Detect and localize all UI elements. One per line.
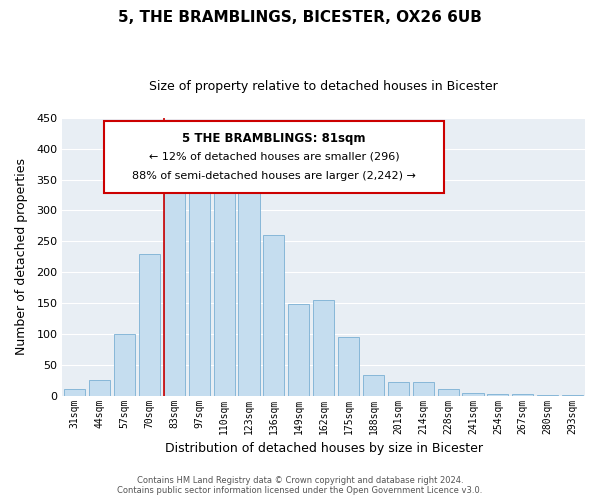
Bar — [437, 390, 458, 396]
Text: 88% of semi-detached houses are larger (2,242) →: 88% of semi-detached houses are larger (… — [132, 170, 416, 180]
Bar — [288, 304, 310, 396]
Title: Size of property relative to detached houses in Bicester: Size of property relative to detached ho… — [149, 80, 498, 93]
Bar — [463, 393, 484, 396]
Bar — [313, 300, 334, 396]
Bar — [487, 394, 508, 396]
Bar — [388, 382, 409, 396]
Bar — [214, 164, 235, 396]
Bar — [512, 394, 533, 396]
Y-axis label: Number of detached properties: Number of detached properties — [15, 158, 28, 355]
Bar — [238, 175, 260, 396]
Bar — [263, 235, 284, 396]
X-axis label: Distribution of detached houses by size in Bicester: Distribution of detached houses by size … — [164, 442, 482, 455]
Bar — [338, 337, 359, 396]
Bar — [114, 334, 135, 396]
Bar — [89, 380, 110, 396]
FancyBboxPatch shape — [104, 120, 444, 193]
Bar — [139, 254, 160, 396]
Bar — [64, 390, 85, 396]
Bar — [164, 170, 185, 396]
Text: ← 12% of detached houses are smaller (296): ← 12% of detached houses are smaller (29… — [149, 151, 400, 161]
Bar — [413, 382, 434, 396]
Bar — [188, 167, 210, 396]
Text: Contains HM Land Registry data © Crown copyright and database right 2024.
Contai: Contains HM Land Registry data © Crown c… — [118, 476, 482, 495]
Text: 5, THE BRAMBLINGS, BICESTER, OX26 6UB: 5, THE BRAMBLINGS, BICESTER, OX26 6UB — [118, 10, 482, 25]
Text: 5 THE BRAMBLINGS: 81sqm: 5 THE BRAMBLINGS: 81sqm — [182, 132, 366, 144]
Bar — [537, 395, 558, 396]
Bar — [562, 395, 583, 396]
Bar — [363, 374, 384, 396]
